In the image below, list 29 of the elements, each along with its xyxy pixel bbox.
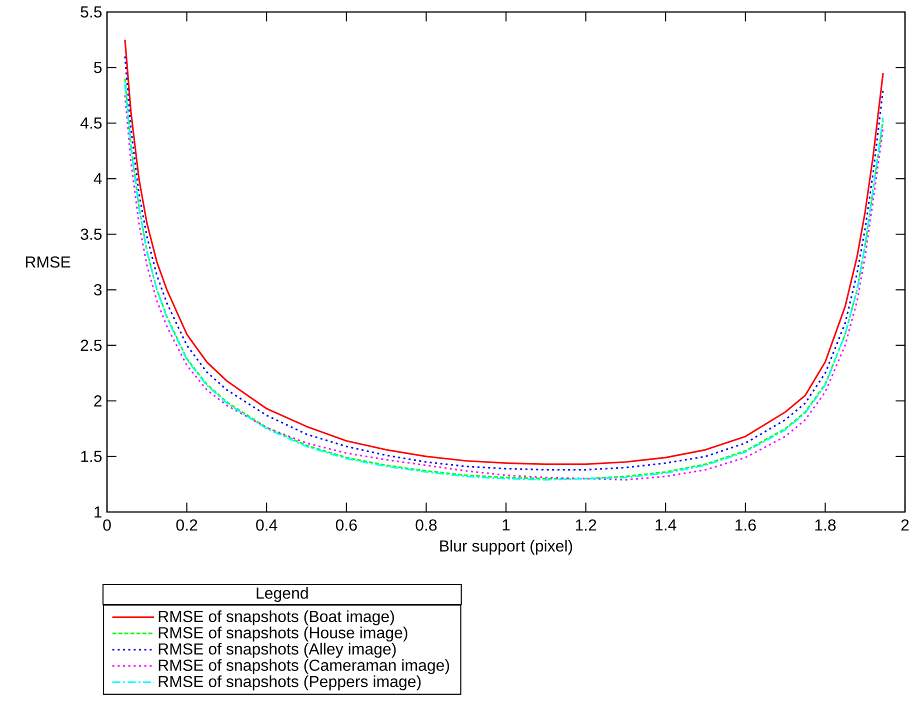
y-tick-label: 5: [94, 62, 102, 74]
x-tick-label: 1: [502, 519, 510, 530]
x-tick-label: 0.4: [256, 519, 278, 531]
y-tick-label: 5.5: [80, 6, 102, 18]
x-tick-label: 1.2: [576, 519, 596, 531]
legend-label: RMSE of snapshots (Peppers image): [158, 675, 421, 690]
x-axis-title: Blur support (pixel): [440, 540, 572, 555]
y-tick-label: 2.5: [80, 340, 102, 351]
legend-label: RMSE of snapshots (Cameraman image): [158, 659, 450, 674]
legend-title: Legend: [256, 587, 308, 602]
x-tick-label: 0.2: [176, 519, 198, 531]
legend-label: RMSE of snapshots (Alley image): [158, 642, 396, 658]
y-axis-title: RMSE: [26, 256, 70, 268]
x-tick-label: 0: [103, 519, 111, 531]
y-tick-label: 4: [94, 173, 102, 184]
y-tick-label: 3.5: [80, 228, 102, 240]
x-tick-label: 1.6: [735, 519, 756, 531]
legend-label: RMSE of snapshots (House image): [158, 626, 408, 642]
x-tick-label: 0.8: [416, 519, 437, 531]
legend-label: RMSE of snapshots (Boat image): [158, 610, 394, 626]
y-tick-label: 4.5: [80, 118, 102, 129]
y-tick-label: 1.5: [81, 450, 102, 462]
y-tick-label: 1: [94, 506, 102, 518]
y-tick-label: 3: [94, 284, 102, 296]
x-tick-label: 1.8: [815, 519, 836, 531]
x-tick-label: 1.4: [656, 519, 676, 530]
y-tick-label: 2: [94, 395, 102, 406]
x-tick-label: 2: [901, 519, 909, 531]
x-tick-label: 0.6: [336, 519, 357, 531]
